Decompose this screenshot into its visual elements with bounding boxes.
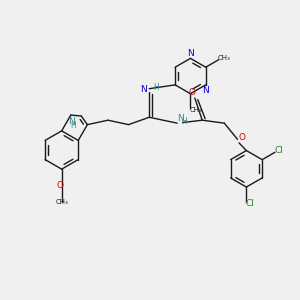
- Text: Cl: Cl: [274, 146, 283, 155]
- Text: O: O: [238, 134, 245, 142]
- Text: N: N: [202, 86, 208, 95]
- Text: Cl: Cl: [245, 199, 254, 208]
- Text: H: H: [181, 117, 187, 126]
- Text: N: N: [140, 85, 147, 94]
- Text: N: N: [187, 49, 194, 58]
- Text: H: H: [70, 121, 76, 130]
- Text: O: O: [188, 88, 195, 97]
- Text: CH₃: CH₃: [189, 107, 202, 113]
- Text: CH₃: CH₃: [218, 56, 230, 62]
- Text: O: O: [57, 181, 64, 190]
- Text: H: H: [153, 82, 159, 91]
- Text: N: N: [177, 114, 184, 123]
- Text: N: N: [68, 117, 75, 126]
- Text: CH₃: CH₃: [55, 199, 68, 205]
